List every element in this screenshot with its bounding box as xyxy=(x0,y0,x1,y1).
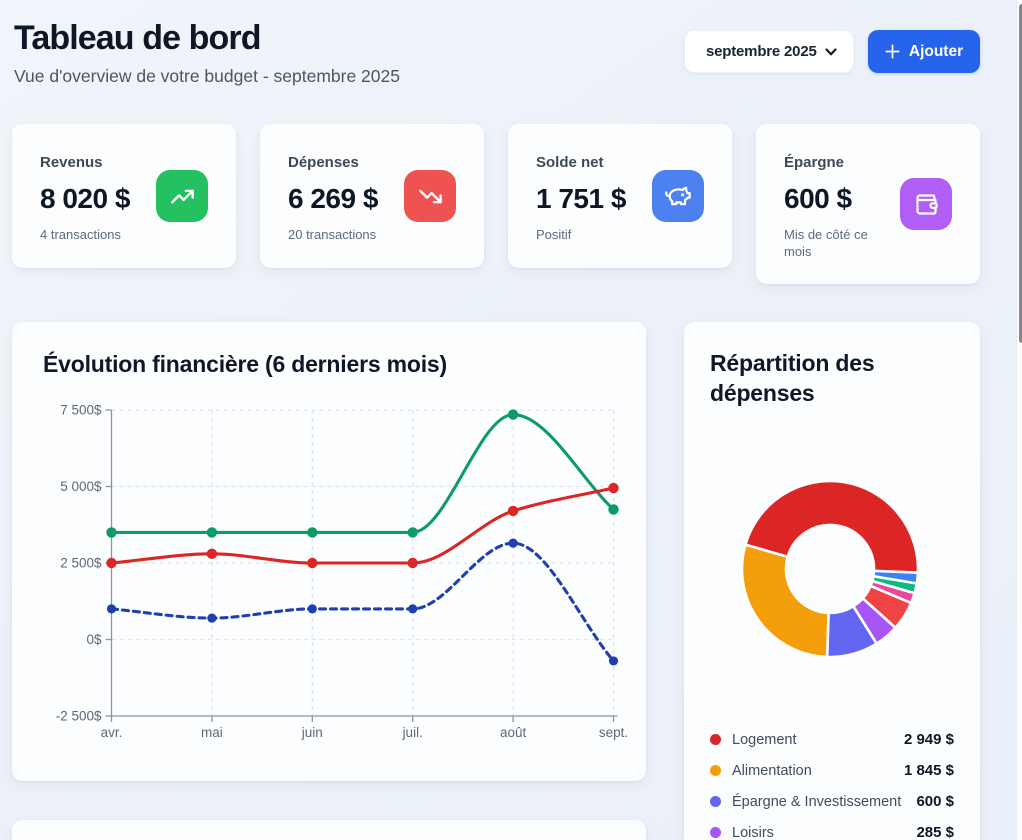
legend-dot xyxy=(710,796,721,807)
svg-text:mai: mai xyxy=(201,725,223,740)
svg-text:juil.: juil. xyxy=(402,725,423,740)
stat-label: Dépenses xyxy=(288,154,359,171)
stat-sub: Mis de côté ce mois xyxy=(784,227,868,259)
svg-text:-2 500$: -2 500$ xyxy=(56,709,102,724)
svg-text:sept.: sept. xyxy=(599,725,628,740)
stat-card-solde: Solde net 1 751 $ Positif xyxy=(508,124,732,268)
stat-card-depenses: Dépenses 6 269 $ 20 transactions xyxy=(260,124,484,268)
pie-chart-card: Répartition des dépenses Logement 2 949 … xyxy=(684,322,980,840)
scrollbar-track[interactable] xyxy=(1016,0,1022,840)
add-transaction-button[interactable]: Ajouter xyxy=(868,30,980,73)
stat-sub: 20 transactions xyxy=(288,227,377,242)
pie-chart-title: Répartition des dépenses xyxy=(710,350,875,406)
piggy-bank-icon xyxy=(652,170,704,222)
trending-up-icon xyxy=(156,170,208,222)
legend-value: 285 $ xyxy=(916,824,954,840)
stat-sub: 4 transactions xyxy=(40,227,121,242)
legend-value: 600 $ xyxy=(916,793,954,810)
plus-icon xyxy=(885,44,900,59)
legend-value: 1 845 $ xyxy=(903,762,954,779)
svg-text:août: août xyxy=(500,725,527,740)
svg-text:7 500$: 7 500$ xyxy=(60,403,102,418)
trending-down-icon xyxy=(404,170,456,222)
svg-text:5 000$: 5 000$ xyxy=(60,479,102,494)
legend-row-logement: Logement 2 949 $ xyxy=(710,724,954,755)
stat-card-epargne: Épargne 600 $ Mis de côté ce mois xyxy=(756,124,980,284)
legend-row-alimentation: Alimentation 1 845 $ xyxy=(710,755,954,786)
stat-label: Revenus xyxy=(40,154,103,171)
legend-row-epargne: Épargne & Investissement 600 $ xyxy=(710,786,954,817)
svg-text:juin: juin xyxy=(301,725,323,740)
doughnut-chart[interactable] xyxy=(735,474,925,664)
wallet-icon xyxy=(900,178,952,230)
legend-row-loisirs: Loisirs 285 $ xyxy=(710,817,954,840)
svg-text:avr.: avr. xyxy=(101,725,123,740)
stat-label: Épargne xyxy=(784,154,845,171)
stat-value: 8 020 $ xyxy=(40,183,130,214)
stat-value: 1 751 $ xyxy=(536,183,626,214)
stat-value: 6 269 $ xyxy=(288,183,378,214)
pie-legend: Logement 2 949 $ Alimentation 1 845 $ Ép… xyxy=(710,724,954,840)
legend-dot xyxy=(710,734,721,745)
svg-text:0$: 0$ xyxy=(86,632,102,647)
stat-value: 600 $ xyxy=(784,183,852,214)
scrollbar-thumb[interactable] xyxy=(1019,4,1022,343)
stats-row: Revenus 8 020 $ 4 transactions Dépenses … xyxy=(12,124,980,284)
stat-card-revenus: Revenus 8 020 $ 4 transactions xyxy=(12,124,236,268)
chevron-down-icon xyxy=(825,47,837,55)
legend-label: Épargne & Investissement xyxy=(732,793,902,810)
page-title: Tableau de bord xyxy=(14,19,261,57)
page-subtitle: Vue d'overview de votre budget - septemb… xyxy=(14,66,400,86)
legend-label: Alimentation xyxy=(732,762,812,779)
next-section-card xyxy=(12,820,646,840)
line-chart-title: Évolution financière (6 derniers mois) xyxy=(43,351,447,377)
legend-label: Logement xyxy=(732,731,797,748)
legend-value: 2 949 $ xyxy=(903,731,954,748)
add-button-label: Ajouter xyxy=(908,42,964,60)
line-chart[interactable]: 7 500$ 5 000$ 2 500$ 0$ -2 500$avr. mai juin ju… xyxy=(40,386,632,756)
header-controls: septembre 2025 Ajouter xyxy=(684,30,980,73)
legend-dot xyxy=(710,827,721,838)
svg-text:2 500$: 2 500$ xyxy=(60,556,102,571)
legend-dot xyxy=(710,765,721,776)
stat-sub: Positif xyxy=(536,227,572,242)
month-select-value: septembre 2025 xyxy=(706,43,817,60)
month-select[interactable]: septembre 2025 xyxy=(684,30,854,73)
legend-label: Loisirs xyxy=(732,824,774,840)
stat-label: Solde net xyxy=(536,154,604,171)
line-chart-card: Évolution financière (6 derniers mois) 7… xyxy=(12,322,646,781)
